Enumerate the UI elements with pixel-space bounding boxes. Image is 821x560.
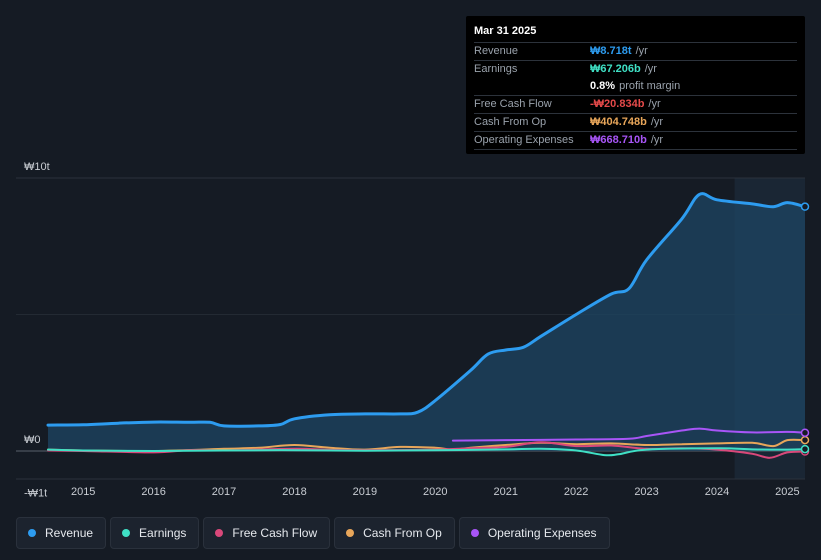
tooltip-row-operating-expenses: Operating Expenses ₩668.710b /yr [474,132,797,150]
tooltip-label [474,78,590,95]
legend-label: Cash From Op [363,526,442,540]
legend-item-cash-from-op[interactable]: Cash From Op [334,517,455,549]
tooltip-row-cash-from-op: Cash From Op ₩404.748b /yr [474,114,797,132]
legend-item-free-cash-flow[interactable]: Free Cash Flow [203,517,331,549]
tooltip-unit: /yr [648,98,661,110]
series-layer [46,192,807,459]
x-axis-labels: 2015 2016 2017 2018 2019 2020 2021 2022 2023 2024… [71,486,800,498]
legend-label: Operating Expenses [487,526,597,540]
legend-item-revenue[interactable]: Revenue [16,517,107,549]
x-tick-label: 2019 [353,486,377,498]
legend-item-operating-expenses[interactable]: Operating Expenses [458,517,610,549]
tooltip-unit: /yr [644,63,657,75]
revenue-area [48,193,805,452]
tooltip-label: Cash From Op [474,116,547,128]
x-tick-label: 2017 [212,486,236,498]
y-axis-labels: ₩10t ₩0 -₩1t [24,161,50,499]
earnings-end-marker [800,444,810,454]
legend-label: Earnings [139,526,187,540]
tooltip-value: 0.8% [590,80,616,92]
earnings-line [47,447,806,457]
y-tick-label: ₩0 [24,434,41,446]
revenue-line [46,192,807,428]
x-tick-label: 2018 [282,486,306,498]
x-tick-label: 2020 [423,486,447,498]
tooltip-unit: /yr [650,134,664,146]
x-tick-label: 2023 [634,486,658,498]
x-tick-label: 2022 [564,486,588,498]
tooltip-value: ₩668.710b [590,134,647,146]
tooltip-value: -₩20.834b [590,98,645,110]
tooltip-label: Free Cash Flow [474,98,552,110]
legend-label: Revenue [45,526,94,540]
y-tick-label: ₩10t [24,161,50,173]
x-tick-label: 2021 [493,486,517,498]
tooltip-value: ₩404.748b [590,116,647,128]
x-tick-label: 2024 [705,486,729,498]
legend-dot-icon [122,529,131,537]
operating-expenses-end-marker [800,428,810,437]
legend-item-earnings[interactable]: Earnings [110,517,200,549]
legend-dot-icon [470,529,479,537]
tooltip-panel: Mar 31 2025 Revenue ₩8.718t /yr Earnings… [466,16,805,154]
legend-dot-icon [215,529,224,537]
tooltip-unit: profit margin [619,80,681,92]
tooltip-date: Mar 31 2025 [474,24,797,43]
x-tick-label: 2016 [141,486,165,498]
revenue-end-marker [800,202,810,211]
operating-expenses-line [451,427,806,442]
tooltip-label: Revenue [474,45,519,57]
legend-dot-icon [346,529,355,537]
x-tick-label: 2015 [71,486,95,498]
tooltip-unit: /yr [635,45,648,57]
tooltip-label: Earnings [474,63,518,75]
cash-from-op-end-marker [800,435,810,445]
tooltip-value: ₩67.206b [590,63,641,75]
tooltip-row-revenue: Revenue ₩8.718t /yr [474,43,797,61]
tooltip-row-earnings: Earnings ₩67.206b /yr [474,61,797,78]
legend-dot-icon [28,529,36,537]
tooltip-row-profit-margin: 0.8% profit margin [474,78,797,96]
series-end-markers [800,202,810,456]
x-tick-label: 2025 [775,486,799,498]
tooltip-row-free-cash-flow: Free Cash Flow -₩20.834b /yr [474,96,797,114]
legend-label: Free Cash Flow [232,526,318,540]
tooltip-label: Operating Expenses [474,134,574,146]
tooltip-unit: /yr [650,116,664,128]
tooltip-value: ₩8.718t [590,45,632,57]
chart-legend: Revenue Earnings Free Cash Flow Cash Fro… [16,517,610,549]
y-tick-label: -₩1t [24,487,47,499]
